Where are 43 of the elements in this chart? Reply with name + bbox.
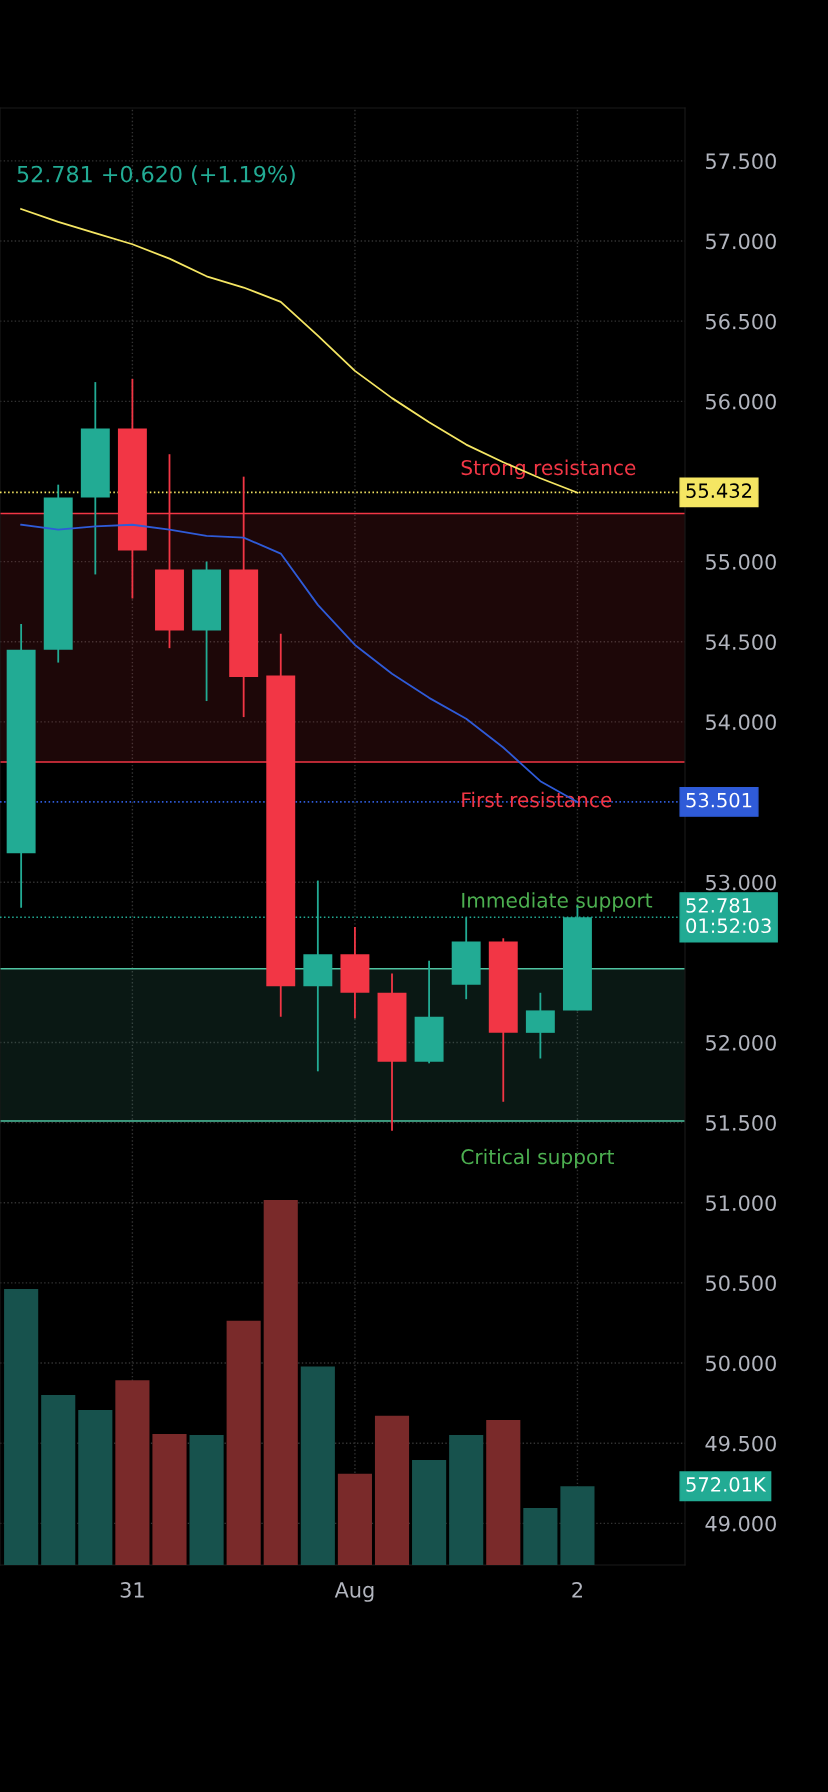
bar (486, 1420, 521, 1565)
y-tick-label: 54.000 (706, 714, 776, 731)
bar (523, 1508, 558, 1565)
y-tick-label: 49.000 (705, 1515, 776, 1532)
y-tick-label: 51.000 (706, 1195, 776, 1211)
y-tick-label: 50.500 (706, 1275, 776, 1292)
ref-line-label: 55.432 (686, 483, 752, 499)
bar (449, 1435, 484, 1565)
y-tick-label: 54.500 (706, 634, 776, 650)
x-tick-label: 31 (120, 1582, 144, 1598)
bar (78, 1409, 113, 1565)
y-tick-label: 56.500 (706, 313, 776, 330)
text: 52.781 +0.620 (+1.19%) (17, 165, 295, 186)
bar (412, 1459, 447, 1565)
bar (300, 1366, 335, 1565)
y-tick-label: 52.000 (706, 1034, 776, 1051)
x-tick-label: 2 (572, 1582, 582, 1598)
y-tick-label: 53.000 (706, 874, 776, 891)
ref-line-label: 52.781 01:52:03 (686, 898, 771, 934)
y-tick-label: 55.000 (706, 554, 776, 570)
bar (374, 1415, 410, 1565)
bar (263, 1200, 298, 1565)
bar (152, 1433, 187, 1565)
y-tick-label: 57.000 (706, 233, 776, 250)
bar (560, 1486, 595, 1565)
y-tick-label: 56.000 (706, 393, 776, 410)
bar (41, 1394, 76, 1565)
ref-line-label: 53.501 (686, 792, 752, 808)
annotation: Critical support (461, 1148, 614, 1169)
bar (226, 1320, 261, 1565)
bar (337, 1473, 372, 1565)
annotation: Immediate support (462, 892, 653, 912)
annotation: Strong resistance (461, 459, 636, 480)
y-tick-label: 51.500 (706, 1115, 776, 1131)
bar (189, 1435, 224, 1565)
bar (4, 1289, 39, 1565)
y-tick-label: 49.500 (705, 1435, 776, 1452)
y-tick-label: 50.000 (706, 1355, 776, 1372)
x-tick-label: Aug (334, 1582, 374, 1602)
text: 572.01K (686, 1477, 767, 1492)
bar (115, 1380, 150, 1565)
y-tick-label: 57.500 (706, 153, 776, 170)
annotation: First resistance (462, 791, 612, 808)
